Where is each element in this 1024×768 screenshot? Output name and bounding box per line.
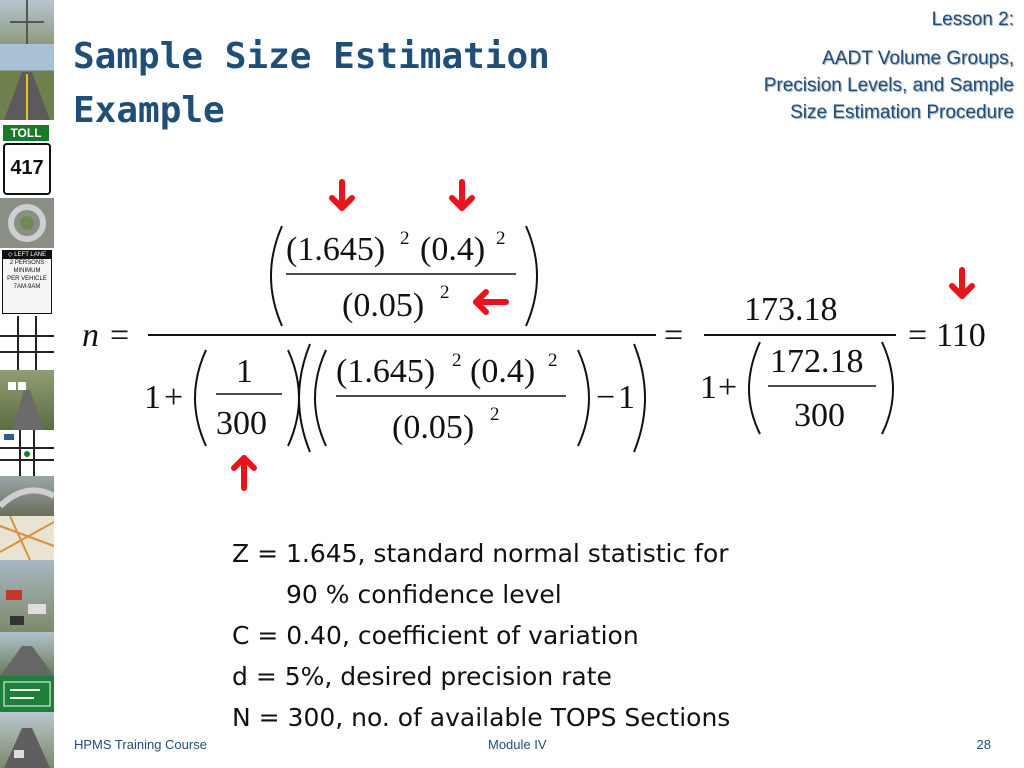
- title-line-1: Sample Size Estimation: [73, 36, 550, 77]
- den-left-paren-2: [298, 343, 311, 453]
- formula-result: 110: [936, 317, 986, 354]
- interchange-photo: [0, 476, 54, 516]
- road-photo-1: [0, 0, 54, 44]
- intersection-diagram-2: [0, 430, 54, 476]
- intersection-diagram-1: [0, 316, 54, 370]
- num-d-value: (0.05): [342, 287, 424, 324]
- simplified-den-plus: +: [718, 369, 737, 406]
- num-d-exponent: 2: [440, 282, 450, 303]
- numerator-left-paren: [270, 225, 283, 327]
- num-c-exponent: 2: [496, 228, 506, 249]
- arrow-up-N-icon: [231, 455, 257, 491]
- page-title: Sample Size Estimation Example: [73, 30, 550, 138]
- den-one-over: 1: [236, 353, 253, 390]
- den-z-value: (1.645): [336, 353, 435, 390]
- guide-sign: [0, 676, 54, 712]
- lesson-heading: Lesson 2: AADT Volume Groups, Precision …: [764, 6, 1014, 126]
- den-c-value: (0.4): [470, 353, 535, 390]
- formula-equals-2: =: [664, 317, 683, 354]
- note-z-continued: 90 % confidence level: [286, 580, 562, 609]
- num-z-exponent: 2: [400, 228, 410, 249]
- road-photo-3: [0, 370, 54, 430]
- num-z-value: (1.645): [286, 231, 385, 268]
- simplified-right-paren: [881, 341, 894, 435]
- footer-module: Module IV: [488, 737, 547, 752]
- photo-strip: TOLL 417 ◇ LEFT LANE 2 PERSONS MINIMUM PER …: [0, 0, 54, 768]
- den-z-exponent: 2: [452, 350, 462, 371]
- formula-n: n: [82, 317, 99, 354]
- traffic-photo: [0, 560, 54, 632]
- lesson-topic-line-1: AADT Volume Groups,: [822, 48, 1014, 69]
- den-minus-one: 1: [618, 379, 635, 416]
- sample-size-formula: n = (1.645) 2 (0.4) 2 (0.05) 2 1 + 1 300…: [82, 179, 986, 491]
- highway-photo: [0, 632, 54, 676]
- den-left-paren-3: [314, 349, 327, 447]
- hov-lane-sign: ◇ LEFT LANE 2 PERSONS MINIMUM PER VEHICLE 7A…: [0, 248, 54, 316]
- den-N-value: 300: [216, 405, 267, 442]
- simplified-left-paren: [748, 341, 761, 435]
- den-minus: −: [596, 379, 615, 416]
- numerator-right-paren: [525, 225, 538, 327]
- den-d-exponent: 2: [490, 404, 500, 425]
- simplified-numerator: 173.18: [744, 291, 838, 328]
- den-one: 1: [144, 379, 161, 416]
- title-line-2: Example: [73, 90, 225, 131]
- lesson-topic-line-3: Size Estimation Procedure: [790, 102, 1014, 123]
- note-d: d = 5%, desired precision rate: [232, 662, 612, 691]
- den-right-paren-2: [633, 343, 646, 453]
- lesson-topic-line-2: Precision Levels, and Sample: [763, 75, 1014, 96]
- arrow-down-c-icon: [449, 179, 475, 211]
- den-plus: +: [164, 379, 183, 416]
- roundabout-photo: [0, 198, 54, 248]
- den-c-exponent: 2: [548, 350, 558, 371]
- simplified-den-one: 1: [700, 369, 717, 406]
- footer-course: HPMS Training Course: [74, 737, 207, 752]
- simplified-den-N: 300: [794, 397, 845, 434]
- den-right-paren-1: [287, 349, 300, 447]
- num-c-value: (0.4): [420, 231, 485, 268]
- arrow-down-result-icon: [949, 267, 975, 299]
- toll-417-sign: TOLL 417: [0, 120, 54, 198]
- note-z: Z = 1.645, standard normal statistic for: [232, 539, 729, 568]
- road-photo-4: [0, 712, 54, 768]
- note-N: N = 300, no. of available TOPS Sections: [232, 703, 731, 732]
- map-photo: [0, 516, 54, 560]
- den-d-value: (0.05): [392, 409, 474, 446]
- footer-page-number: 28: [976, 737, 991, 752]
- formula-equals-3: =: [908, 317, 927, 354]
- variable-definitions: Z = 1.645, standard normal statistic for…: [232, 533, 730, 738]
- den-left-paren-1: [194, 349, 207, 447]
- arrow-down-z-icon: [329, 179, 355, 211]
- road-photo-2: [0, 44, 54, 120]
- simplified-den-value: 172.18: [770, 343, 864, 380]
- formula-equals-1: =: [110, 317, 129, 354]
- lesson-label: Lesson 2:: [931, 9, 1014, 30]
- den-right-paren-3: [577, 349, 590, 447]
- arrow-left-d-icon: [473, 289, 509, 315]
- note-c: C = 0.40, coefficient of variation: [232, 621, 639, 650]
